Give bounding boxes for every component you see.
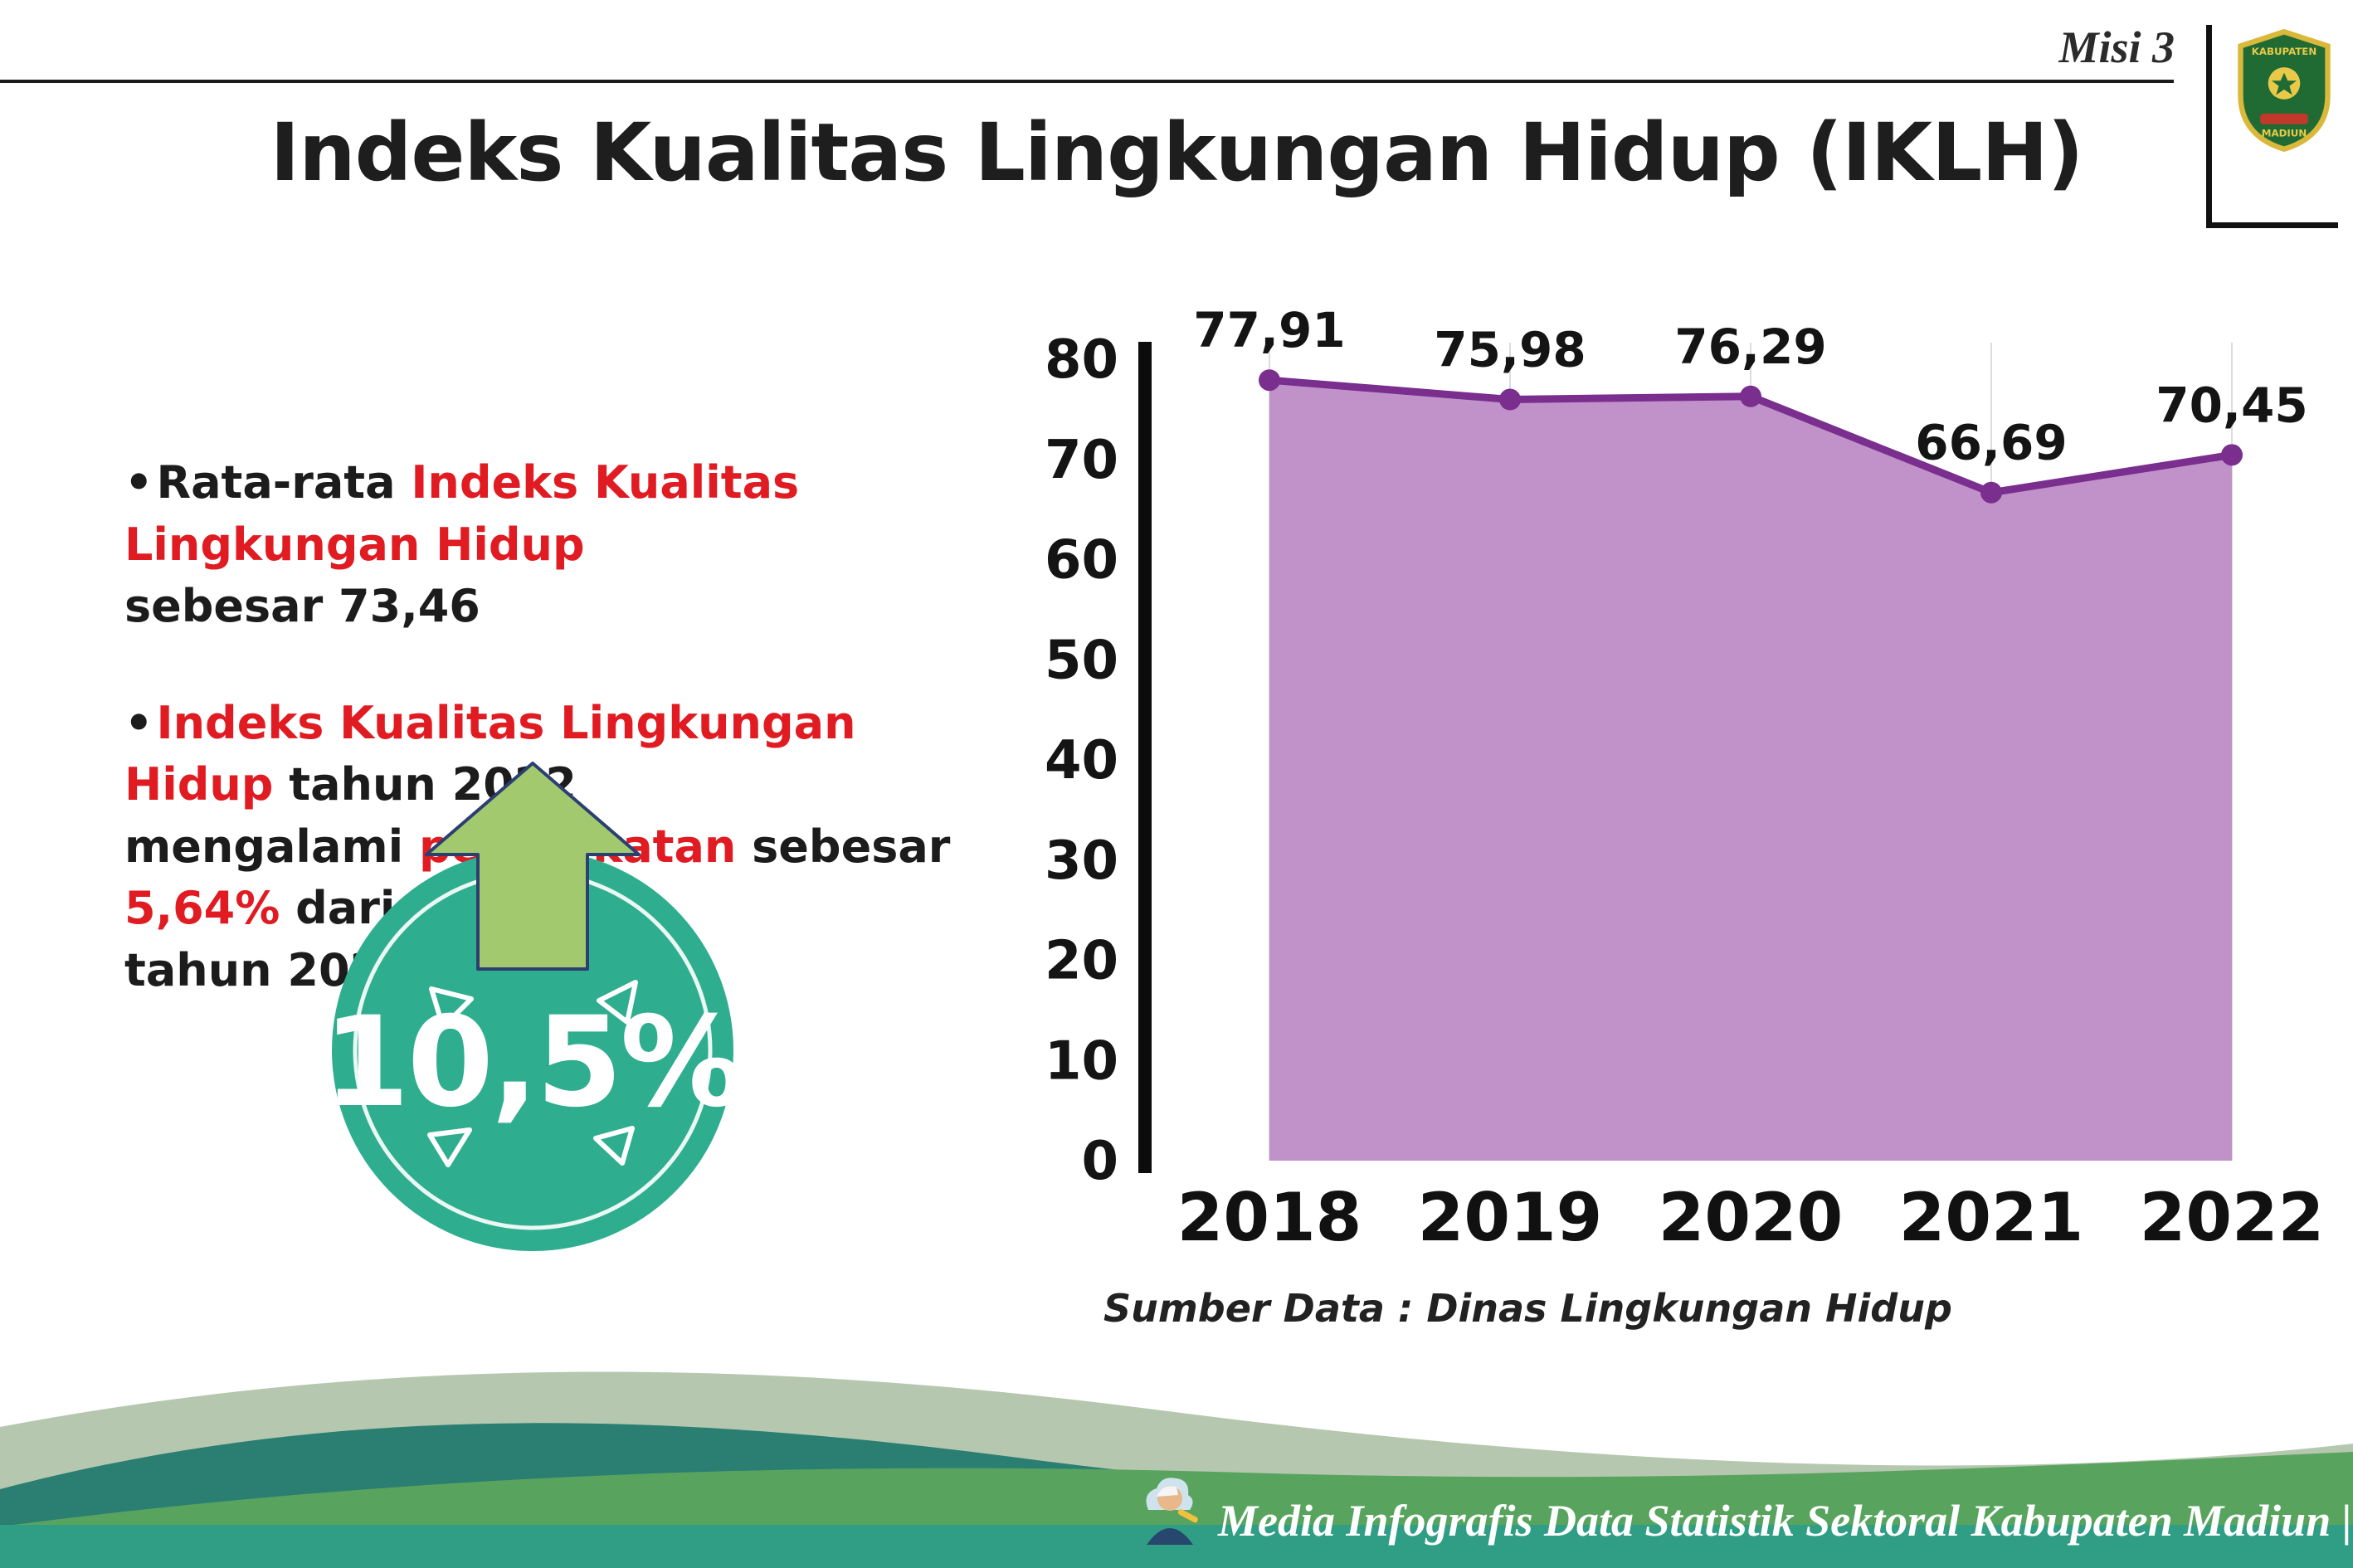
svg-text:2019: 2019	[1418, 1179, 1603, 1256]
svg-text:40: 40	[1045, 730, 1118, 791]
svg-text:80: 80	[1045, 329, 1118, 391]
svg-text:MADIUN: MADIUN	[2262, 128, 2307, 139]
logo-shield-icon: KABUPATEN MADIUN	[2238, 28, 2331, 153]
misi-label: Misi 3	[2058, 22, 2175, 72]
bullet-average-iklh: •Rata-rata Indeks Kualitas Lingkungan Hi…	[124, 456, 800, 633]
svg-text:2022: 2022	[2140, 1179, 2325, 1256]
iklh-chart-area: 77,91 75,98 76,29 66,69 70,45 0 10 20 30 40 50 60 70…	[1021, 274, 2331, 1377]
svg-text:20: 20	[1045, 931, 1118, 992]
svg-text:66,69: 66,69	[1915, 415, 2067, 471]
footer-credit-text: Media Infografis Data Statistik Sektoral…	[1218, 1496, 2352, 1546]
header-divider	[0, 80, 2174, 83]
svg-text:70: 70	[1045, 430, 1118, 491]
iklh-chart: 77,91 75,98 76,29 66,69 70,45 0 10 20 30 40 50 60 70…	[1045, 302, 2325, 1256]
svg-text:2018: 2018	[1177, 1179, 1362, 1256]
increase-arrow-icon	[425, 762, 641, 971]
svg-text:2020: 2020	[1659, 1179, 1844, 1256]
svg-text:30: 30	[1045, 830, 1118, 892]
svg-text:2021: 2021	[1899, 1179, 2084, 1256]
svg-text:KABUPATEN: KABUPATEN	[2252, 46, 2316, 57]
svg-text:70,45: 70,45	[2156, 377, 2307, 433]
badge-percentage: 10,5%	[323, 991, 744, 1135]
svg-text:0: 0	[1081, 1131, 1118, 1192]
svg-text:10: 10	[1045, 1030, 1118, 1092]
increase-badge: 10,5%	[323, 762, 745, 1272]
svg-text:77,91: 77,91	[1193, 302, 1345, 358]
page-title: Indeks Kualitas Lingkungan Hidup (IKLH)	[270, 106, 2084, 199]
footer-credit: Media Infografis Data Statistik Sektoral…	[1137, 1470, 2352, 1546]
mascot-icon	[1146, 1478, 1198, 1545]
svg-text:76,29: 76,29	[1674, 319, 1826, 375]
chart-source-note: Sumber Data : Dinas Lingkungan Hidup	[1103, 1286, 1952, 1331]
svg-text:60: 60	[1045, 530, 1118, 592]
kabupaten-madiun-logo: KABUPATEN MADIUN	[2206, 25, 2338, 228]
svg-text:75,98: 75,98	[1434, 322, 1586, 378]
svg-text:50: 50	[1045, 630, 1118, 691]
